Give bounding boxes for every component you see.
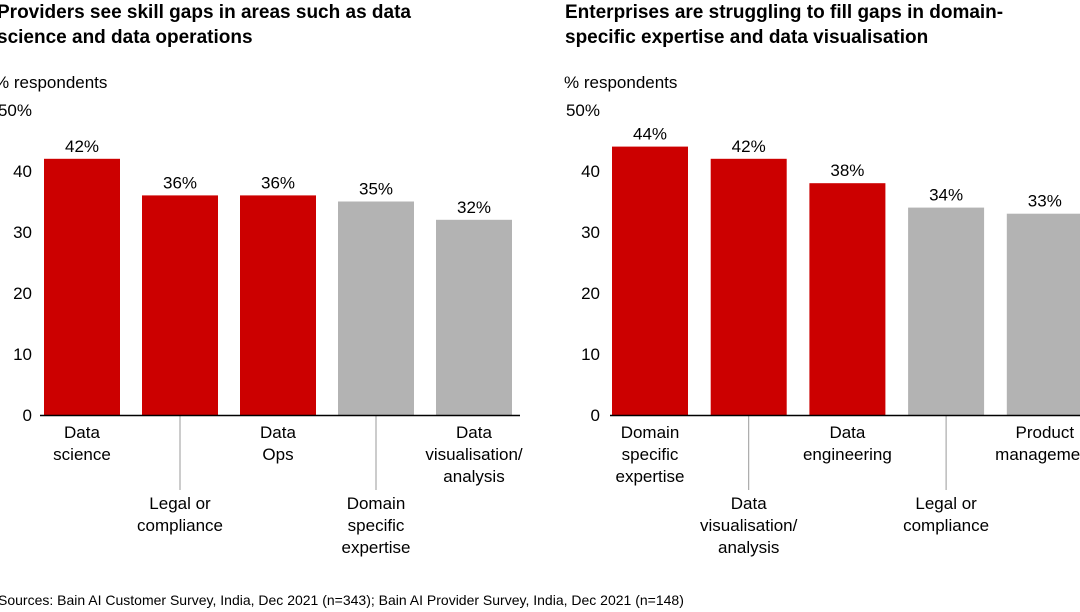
left-data-label: 42% — [65, 137, 99, 156]
left-y-tick-label: 50% — [0, 101, 32, 120]
left-x-category-label: expertise — [342, 538, 411, 557]
left-x-category-label: Data — [64, 423, 100, 442]
right-y-tick-label: 50% — [566, 101, 600, 120]
source-note: Sources: Bain AI Customer Survey, India,… — [0, 592, 684, 608]
right-data-label: 34% — [929, 186, 963, 205]
left-y-tick-label: 40 — [13, 162, 32, 181]
right-y-tick-label: 30 — [581, 223, 600, 242]
left-y-axis-label: % respondents — [0, 73, 108, 92]
right-x-category-label: visualisation/ — [700, 516, 798, 535]
right-title-line-2: specific expertise and data visualisatio… — [565, 27, 929, 48]
left-x-category-label: Legal or — [149, 494, 211, 513]
right-chart-title: Enterprises are struggling to fill gaps … — [565, 0, 1003, 50]
left-x-category-label: science — [53, 445, 111, 464]
right-bar — [809, 183, 886, 415]
left-bar — [142, 195, 218, 415]
right-title-line-1: Enterprises are struggling to fill gaps … — [565, 2, 1004, 23]
left-y-tick-label: 10 — [13, 345, 32, 364]
left-bar — [44, 158, 120, 416]
right-x-category-label: Product — [1016, 423, 1075, 442]
left-x-category-label: specific — [348, 516, 405, 535]
right-data-label: 38% — [830, 161, 864, 180]
right-x-category-label: Data — [829, 423, 865, 442]
left-bar — [338, 201, 414, 415]
left-y-tick-label: 0 — [23, 406, 32, 425]
left-x-category-label: visualisation/ — [425, 445, 523, 464]
left-data-label: 35% — [359, 180, 393, 199]
right-x-category-label: Legal or — [915, 494, 977, 513]
right-x-category-label: engineering — [803, 445, 892, 464]
right-bar — [1006, 213, 1080, 415]
left-x-category-label: Domain — [347, 494, 406, 513]
left-data-label: 36% — [261, 173, 295, 192]
left-bar — [436, 219, 512, 415]
left-x-category-label: Data — [456, 423, 492, 442]
right-x-category-label: compliance — [903, 516, 989, 535]
left-title-line-1: Providers see skill gaps in areas such a… — [0, 2, 411, 23]
right-x-category-label: analysis — [718, 538, 779, 557]
left-chart-title: Providers see skill gaps in areas such a… — [0, 0, 411, 50]
right-y-tick-label: 40 — [581, 162, 600, 181]
right-x-category-label: Data — [731, 494, 767, 513]
right-x-category-label: Domain — [621, 423, 680, 442]
right-x-category-label: management — [995, 445, 1080, 464]
right-data-label: 42% — [732, 137, 766, 156]
right-data-label: 33% — [1028, 192, 1062, 211]
right-data-label: 44% — [633, 125, 667, 144]
right-y-tick-label: 20 — [581, 284, 600, 303]
right-y-tick-label: 0 — [591, 406, 600, 425]
right-bar — [612, 146, 688, 415]
right-bar — [710, 158, 787, 416]
left-y-tick-label: 20 — [13, 284, 32, 303]
left-data-label: 36% — [163, 173, 197, 192]
left-x-category-label: analysis — [443, 467, 504, 486]
left-title-line-2: science and data operations — [0, 27, 253, 48]
left-data-label: 32% — [457, 198, 491, 217]
left-x-category-label: compliance — [137, 516, 223, 535]
left-x-category-label: Ops — [262, 445, 293, 464]
left-x-category-label: Data — [260, 423, 296, 442]
left-bar — [240, 195, 316, 415]
right-y-tick-label: 10 — [581, 345, 600, 364]
right-x-category-label: specific — [622, 445, 679, 464]
right-x-category-label: expertise — [616, 467, 685, 486]
left-y-tick-label: 30 — [13, 223, 32, 242]
right-bar — [908, 207, 985, 415]
right-y-axis-label: % respondents — [564, 73, 678, 92]
